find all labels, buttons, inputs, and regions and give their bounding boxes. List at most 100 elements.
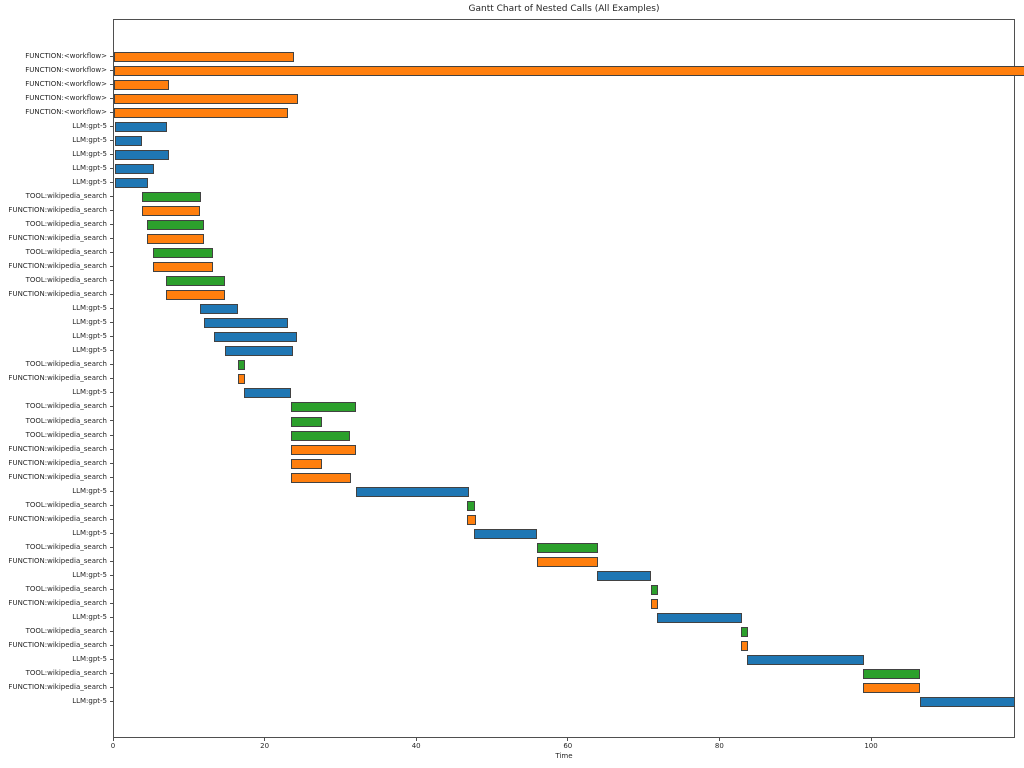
y-tick-mark	[110, 364, 113, 365]
x-axis-title: Time	[555, 752, 573, 760]
gantt-bar-tool	[862, 669, 920, 679]
y-axis-label: LLM:gpt-5	[72, 163, 107, 172]
gantt-bar-tool	[147, 220, 205, 231]
y-tick-mark	[110, 140, 113, 141]
y-tick-mark	[110, 112, 113, 113]
gantt-bar-llm	[114, 178, 149, 188]
gantt-bar-function	[153, 262, 214, 273]
gantt-bar-function	[114, 51, 294, 62]
y-tick-mark	[110, 603, 113, 604]
gantt-bar-llm	[355, 486, 469, 497]
y-axis-label: FUNCTION:<workflow>	[25, 51, 107, 60]
y-axis-label: FUNCTION:<workflow>	[25, 93, 107, 102]
gantt-bar-llm	[656, 612, 742, 623]
y-axis-label: FUNCTION:<workflow>	[25, 79, 107, 88]
y-tick-mark	[110, 659, 113, 660]
y-tick-mark	[110, 126, 113, 127]
y-tick-mark	[110, 519, 113, 520]
gantt-bar-function	[114, 107, 289, 118]
gantt-bar-llm	[919, 697, 1016, 708]
gantt-bar-llm	[114, 135, 143, 146]
y-axis-label: FUNCTION:wikipedia_search	[8, 683, 107, 692]
gantt-bar-tool	[290, 402, 357, 413]
y-axis-label: LLM:gpt-5	[72, 486, 107, 495]
y-tick-mark	[110, 84, 113, 85]
y-tick-mark	[110, 238, 113, 239]
y-axis-label: FUNCTION:wikipedia_search	[8, 472, 107, 481]
y-tick-mark	[110, 336, 113, 337]
y-axis-label: TOOL:wikipedia_search	[25, 584, 107, 593]
y-tick-mark	[110, 308, 113, 309]
y-axis-label: TOOL:wikipedia_search	[25, 192, 107, 200]
y-tick-mark	[110, 266, 113, 267]
y-tick-mark	[110, 687, 113, 688]
y-axis-label: FUNCTION:wikipedia_search	[8, 458, 107, 467]
gantt-bar-function	[290, 472, 352, 483]
y-tick-mark	[110, 477, 113, 478]
x-tick-label: 20	[260, 742, 270, 750]
y-tick-mark	[110, 533, 113, 534]
gantt-bar-llm	[204, 318, 288, 329]
gantt-bar-function	[467, 514, 477, 525]
y-tick-mark	[110, 154, 113, 155]
gantt-bar-function	[114, 79, 170, 90]
y-axis-label: TOOL:wikipedia_search	[25, 360, 107, 369]
y-axis-label: FUNCTION:wikipedia_search	[8, 598, 107, 607]
y-tick-mark	[110, 575, 113, 576]
x-tick-label: 0	[110, 742, 116, 750]
y-tick-mark	[110, 392, 113, 393]
gantt-bar-llm	[224, 346, 293, 357]
y-tick-mark	[110, 98, 113, 99]
gantt-bar-function	[740, 641, 748, 651]
y-tick-mark	[110, 350, 113, 351]
y-axis-label: TOOL:wikipedia_search	[25, 626, 107, 635]
y-tick-mark	[110, 491, 113, 492]
y-tick-mark	[110, 280, 113, 281]
plot-area	[113, 19, 1024, 738]
gantt-bar-function	[290, 458, 323, 469]
x-tick-label: 80	[714, 742, 724, 750]
y-tick-mark	[110, 224, 113, 225]
y-tick-mark	[110, 182, 113, 183]
y-tick-mark	[110, 196, 113, 197]
y-axis-label: LLM:gpt-5	[72, 612, 107, 621]
gantt-bar-function	[147, 234, 205, 245]
x-tick-mark	[112, 738, 114, 741]
y-axis-label: TOOL:wikipedia_search	[25, 248, 107, 257]
y-tick-mark	[110, 435, 113, 436]
y-tick-mark	[110, 631, 113, 632]
y-tick-mark	[110, 617, 113, 618]
y-axis-label: LLM:gpt-5	[72, 121, 107, 130]
gantt-bar-llm	[746, 655, 864, 665]
y-axis-label: FUNCTION:wikipedia_search	[8, 444, 107, 453]
chart-title: Gantt Chart of Nested Calls (All Example…	[468, 4, 660, 14]
y-tick-mark	[110, 701, 113, 702]
y-axis-label: LLM:gpt-5	[72, 697, 107, 706]
gantt-bar-function	[290, 444, 357, 455]
x-tick-mark	[567, 738, 569, 741]
gantt-bar-tool	[290, 430, 351, 441]
y-axis-label: LLM:gpt-5	[72, 135, 107, 144]
y-axis-label: FUNCTION:wikipedia_search	[8, 556, 107, 565]
y-axis-label: LLM:gpt-5	[72, 304, 107, 313]
gantt-bar-llm	[474, 528, 537, 539]
gantt-bar-function	[650, 598, 659, 609]
y-tick-mark	[110, 561, 113, 562]
y-axis-label: FUNCTION:wikipedia_search	[8, 262, 107, 271]
y-axis-label: FUNCTION:wikipedia_search	[8, 374, 107, 383]
y-axis-label: FUNCTION:wikipedia_search	[8, 206, 107, 214]
y-axis-label: LLM:gpt-5	[72, 332, 107, 341]
y-axis-label: TOOL:wikipedia_search	[25, 542, 107, 551]
gantt-bar-function	[237, 374, 246, 385]
y-tick-mark	[110, 547, 113, 548]
y-axis-label: FUNCTION:<workflow>	[25, 65, 107, 74]
y-axis-label: LLM:gpt-5	[72, 655, 107, 663]
y-tick-mark	[110, 505, 113, 506]
gantt-bar-tool	[142, 192, 202, 202]
gantt-bar-llm	[199, 304, 239, 315]
gantt-bar-llm	[114, 121, 168, 132]
x-tick-label: 40	[411, 742, 421, 750]
gantt-bar-function	[166, 290, 226, 301]
x-tick-mark	[415, 738, 417, 741]
